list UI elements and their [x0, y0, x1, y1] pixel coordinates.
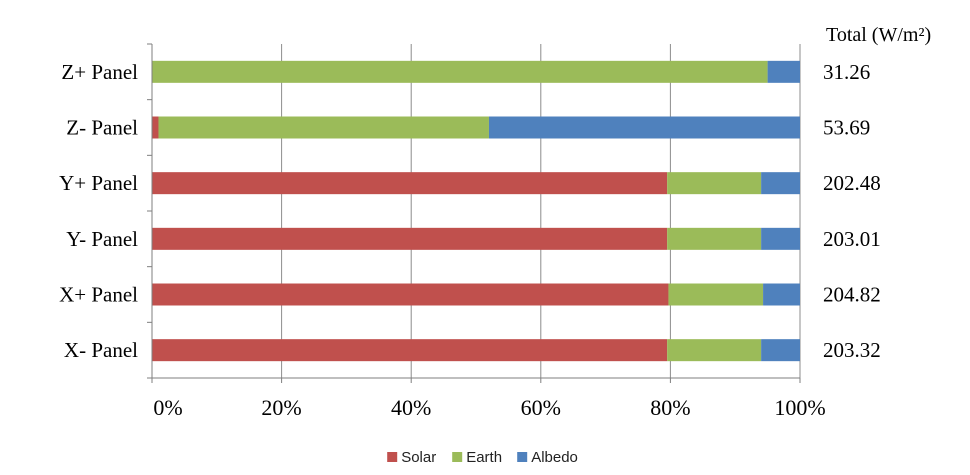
- bar-earth: [667, 227, 762, 250]
- x-tick-label: 80%: [650, 395, 690, 420]
- gridlines: [151, 44, 801, 378]
- category-label: Z+ Panel: [61, 60, 138, 84]
- x-tick-labels: 0% 20% 40% 60% 80% 100%: [153, 395, 825, 420]
- bar-earth: [158, 116, 489, 139]
- bar-albedo: [763, 283, 800, 306]
- bar-earth: [667, 172, 762, 195]
- bar-solar: [152, 172, 668, 195]
- bar-earth: [667, 339, 762, 362]
- category-label: Y- Panel: [66, 227, 138, 251]
- total-value: 31.26: [823, 60, 870, 84]
- bar-albedo: [761, 227, 800, 250]
- bar-albedo: [761, 172, 800, 195]
- bar-solar: [152, 116, 159, 139]
- legend-label: Earth: [466, 449, 502, 466]
- legend-label: Albedo: [531, 449, 578, 466]
- x-tick-label: 60%: [521, 395, 561, 420]
- total-value: 203.32: [823, 338, 881, 362]
- category-label: X+ Panel: [59, 283, 138, 307]
- bar-earth: [668, 283, 764, 306]
- bar-albedo: [761, 339, 800, 362]
- legend-swatch: [452, 452, 463, 462]
- legend-swatch: [387, 452, 398, 462]
- x-tick-label: 20%: [261, 395, 301, 420]
- total-value: 203.01: [823, 227, 881, 251]
- bar-albedo: [488, 116, 800, 139]
- bar-albedo: [767, 60, 800, 83]
- axes: [147, 43, 801, 383]
- bar-solar: [152, 283, 669, 306]
- category-labels: Z+ Panel Z- Panel Y+ Panel Y- Panel X+ Panel…: [59, 60, 138, 362]
- category-label: Y+ Panel: [59, 171, 138, 195]
- totals-header: Total (W/m²): [826, 24, 931, 46]
- totals: 31.26 53.69 202.48 203.01 204.82 203.32: [823, 60, 881, 362]
- legend-label: Solar: [401, 449, 436, 466]
- category-label: Z- Panel: [66, 116, 138, 140]
- x-tick-label: 100%: [774, 395, 825, 420]
- bar-solar: [152, 339, 668, 362]
- bar-solar: [152, 227, 668, 250]
- x-tick-label: 40%: [391, 395, 431, 420]
- bar-earth: [152, 60, 768, 83]
- total-value: 202.48: [823, 171, 881, 195]
- x-tick-label: 0%: [153, 395, 182, 420]
- legend: Solar Earth Albedo: [387, 449, 578, 466]
- total-value: 204.82: [823, 283, 881, 307]
- legend-swatch: [517, 452, 528, 462]
- category-label: X- Panel: [64, 338, 138, 362]
- total-value: 53.69: [823, 116, 870, 140]
- bars: [152, 60, 800, 362]
